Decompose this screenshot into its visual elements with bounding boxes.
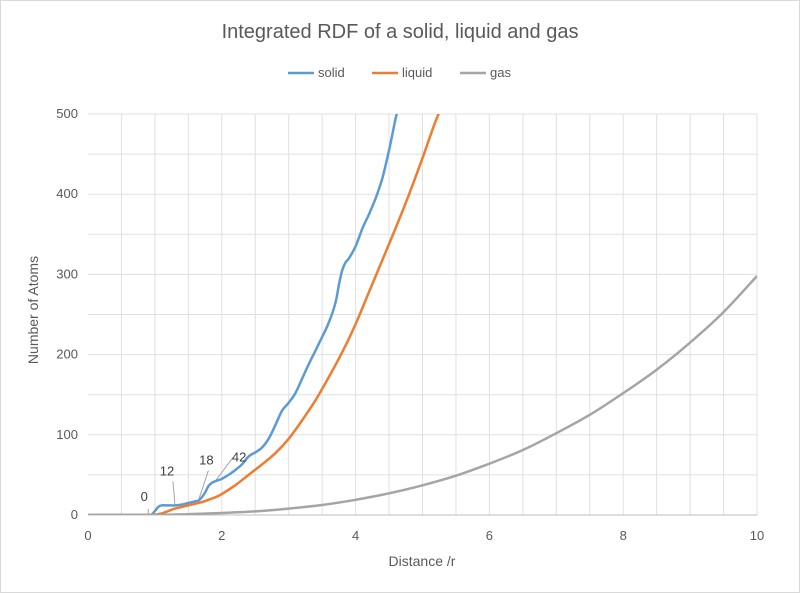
chart-title: Integrated RDF of a solid, liquid and ga… — [222, 21, 579, 43]
series-lines — [88, 114, 757, 515]
annotation-label: 42 — [232, 449, 246, 464]
y-tick-label: 0 — [71, 507, 78, 522]
annotation-label: 12 — [160, 463, 174, 478]
x-tick-label: 6 — [486, 528, 493, 543]
y-tick-label: 500 — [56, 106, 78, 121]
y-tick-label: 100 — [56, 427, 78, 442]
y-tick-label: 200 — [56, 347, 78, 362]
legend-label-solid: solid — [318, 65, 345, 80]
y-axis-label: Number of Atoms — [25, 256, 41, 364]
annotations: 0 12 18 42 — [141, 449, 247, 504]
legend-label-gas: gas — [490, 65, 511, 80]
annotation-leaders — [147, 457, 234, 515]
y-tick-labels: 0 100 200 300 400 500 — [56, 106, 78, 522]
x-tick-label: 4 — [352, 528, 359, 543]
annotation-label: 0 — [141, 489, 148, 504]
y-tick-label: 400 — [56, 186, 78, 201]
annotation-leader — [172, 481, 176, 506]
series-line-liquid — [88, 114, 440, 515]
annotation-leader — [197, 470, 209, 501]
x-tick-label: 8 — [620, 528, 627, 543]
series-line-gas — [88, 275, 757, 515]
legend: solid liquid gas — [288, 65, 511, 80]
legend-label-liquid: liquid — [402, 65, 432, 80]
series-line-solid — [88, 114, 398, 515]
x-tick-label: 0 — [84, 528, 91, 543]
x-axis-label: Distance /r — [389, 553, 456, 569]
y-tick-label: 300 — [56, 266, 78, 281]
x-tick-labels: 0 2 4 6 8 10 — [84, 528, 764, 543]
annotation-leader — [214, 457, 234, 482]
grid — [88, 113, 758, 516]
annotation-label: 18 — [199, 453, 213, 468]
x-tick-label: 2 — [218, 528, 225, 543]
x-tick-label: 10 — [750, 528, 764, 543]
